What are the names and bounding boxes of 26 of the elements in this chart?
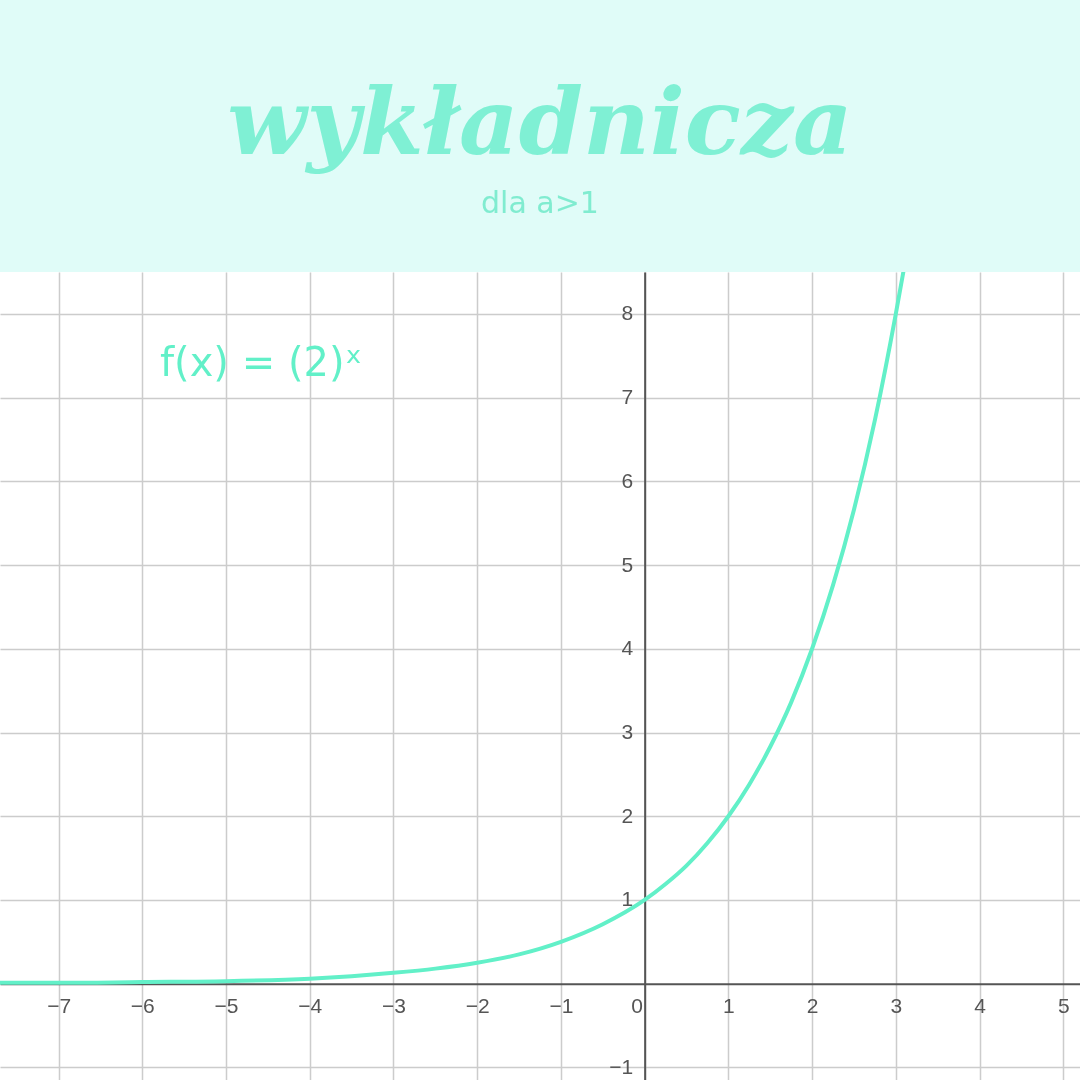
y-tick-label: 1 xyxy=(621,887,634,911)
x-tick-label: −7 xyxy=(47,994,72,1018)
y-tick-label: 6 xyxy=(621,468,634,492)
y-tick-label: 5 xyxy=(621,552,634,576)
y-tick-label: 3 xyxy=(621,720,634,744)
x-tick-label: −2 xyxy=(465,994,490,1018)
y-tick-label: 7 xyxy=(621,385,634,409)
x-tick-label: 5 xyxy=(1057,994,1070,1018)
x-tick-label: −6 xyxy=(130,994,155,1018)
x-tick-label: 4 xyxy=(974,994,987,1018)
y-tick-label: 8 xyxy=(621,301,634,325)
annotation: f(x) = (2)ˣ xyxy=(160,339,363,385)
chart-title: wykładnicza xyxy=(227,68,853,176)
y-tick-label: 4 xyxy=(621,636,634,660)
x-tick-label: 2 xyxy=(806,994,819,1018)
x-tick-label: 0 xyxy=(631,994,643,1018)
x-tick-label: −3 xyxy=(382,994,406,1018)
y-tick-label: 2 xyxy=(621,803,634,827)
x-tick-label: −5 xyxy=(214,994,239,1018)
x-tick-label: −1 xyxy=(549,994,574,1018)
chart-subtitle: dla a>1 xyxy=(481,185,599,220)
x-tick-label: −4 xyxy=(298,994,323,1018)
y-tick-label: −1 xyxy=(609,1054,634,1078)
line-series xyxy=(0,272,906,985)
x-tick-label: 3 xyxy=(890,994,903,1018)
x-tick-label: 1 xyxy=(723,994,735,1018)
